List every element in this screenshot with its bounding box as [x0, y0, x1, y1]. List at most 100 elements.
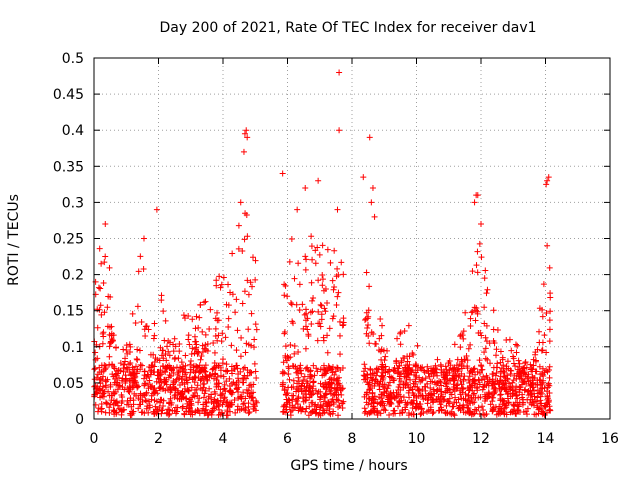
data-point: [329, 315, 336, 322]
data-point: [493, 346, 500, 353]
data-point: [240, 365, 247, 372]
data-point: [530, 380, 537, 387]
data-point: [286, 376, 293, 383]
data-point: [546, 264, 553, 271]
data-point: [507, 409, 514, 416]
data-point: [308, 233, 315, 240]
data-point: [497, 359, 504, 366]
data-point: [363, 389, 370, 396]
data-point: [100, 329, 107, 336]
data-point: [401, 355, 408, 362]
data-point: [158, 352, 165, 359]
data-point: [516, 386, 523, 393]
data-point: [163, 409, 170, 416]
data-point: [100, 279, 107, 286]
data-point: [95, 284, 102, 291]
data-point: [117, 360, 124, 367]
data-point: [244, 134, 251, 141]
data-point: [364, 325, 371, 332]
data-point: [188, 384, 195, 391]
data-point: [234, 386, 241, 393]
data-point: [433, 381, 440, 388]
data-point: [399, 407, 406, 414]
data-point: [159, 347, 166, 354]
data-point: [234, 327, 241, 334]
data-point: [534, 394, 541, 401]
data-point: [304, 364, 311, 371]
data-point: [175, 368, 182, 375]
data-point: [168, 399, 175, 406]
data-point: [245, 387, 252, 394]
data-point: [158, 407, 165, 414]
data-point: [223, 367, 230, 374]
data-point: [217, 367, 224, 374]
data-point: [327, 375, 334, 382]
data-point: [202, 362, 209, 369]
data-point: [411, 371, 418, 378]
data-point: [126, 383, 133, 390]
data-point: [523, 411, 530, 418]
data-point: [235, 245, 242, 252]
data-point: [283, 390, 290, 396]
data-point: [537, 393, 544, 400]
data-point: [181, 410, 188, 417]
data-point: [99, 383, 106, 390]
data-point: [229, 291, 236, 298]
data-point: [304, 326, 311, 333]
data-point: [367, 366, 374, 373]
data-point: [436, 398, 443, 405]
data-point: [245, 291, 252, 298]
data-point: [501, 384, 508, 391]
data-point: [490, 394, 497, 401]
data-point: [227, 389, 234, 396]
data-point: [481, 349, 488, 356]
data-point: [282, 343, 289, 350]
data-point: [214, 373, 221, 380]
data-point: [175, 375, 182, 382]
data-point: [498, 365, 505, 372]
data-point: [234, 403, 241, 410]
data-point: [390, 377, 397, 384]
data-point: [379, 322, 386, 329]
data-point: [174, 387, 181, 394]
data-point: [447, 362, 454, 369]
data-point: [381, 357, 388, 364]
data-point: [322, 286, 329, 293]
data-point: [369, 382, 376, 389]
data-point: [482, 345, 489, 352]
data-point: [476, 357, 483, 364]
data-point: [194, 382, 201, 389]
data-point: [134, 356, 141, 363]
data-point: [378, 346, 385, 353]
data-point: [384, 347, 391, 354]
x-tick-labels: 0 2 4 6 8 10 12 14 16: [90, 431, 619, 447]
data-point: [166, 352, 173, 359]
data-point: [102, 221, 109, 228]
data-point: [460, 395, 467, 402]
data-point: [339, 322, 346, 329]
data-point: [305, 331, 312, 338]
data-point: [201, 410, 208, 417]
data-point: [506, 380, 513, 387]
data-point: [91, 376, 98, 383]
data-point: [108, 323, 115, 330]
data-point: [460, 335, 467, 342]
data-point: [199, 373, 206, 380]
data-point: [199, 349, 206, 356]
data-point: [219, 356, 226, 363]
data-point: [338, 259, 345, 266]
data-point: [481, 304, 488, 311]
x-tick-label: 0: [90, 431, 99, 447]
y-tick-label: 0.35: [53, 159, 84, 175]
data-point: [302, 345, 309, 352]
data-point: [333, 301, 340, 308]
data-point: [252, 276, 259, 283]
data-point: [225, 324, 232, 331]
data-point: [391, 395, 398, 402]
data-point: [240, 401, 247, 408]
data-point: [540, 377, 547, 384]
data-point: [302, 253, 309, 260]
data-point: [538, 347, 545, 354]
data-point: [385, 382, 392, 389]
data-point: [394, 335, 401, 342]
